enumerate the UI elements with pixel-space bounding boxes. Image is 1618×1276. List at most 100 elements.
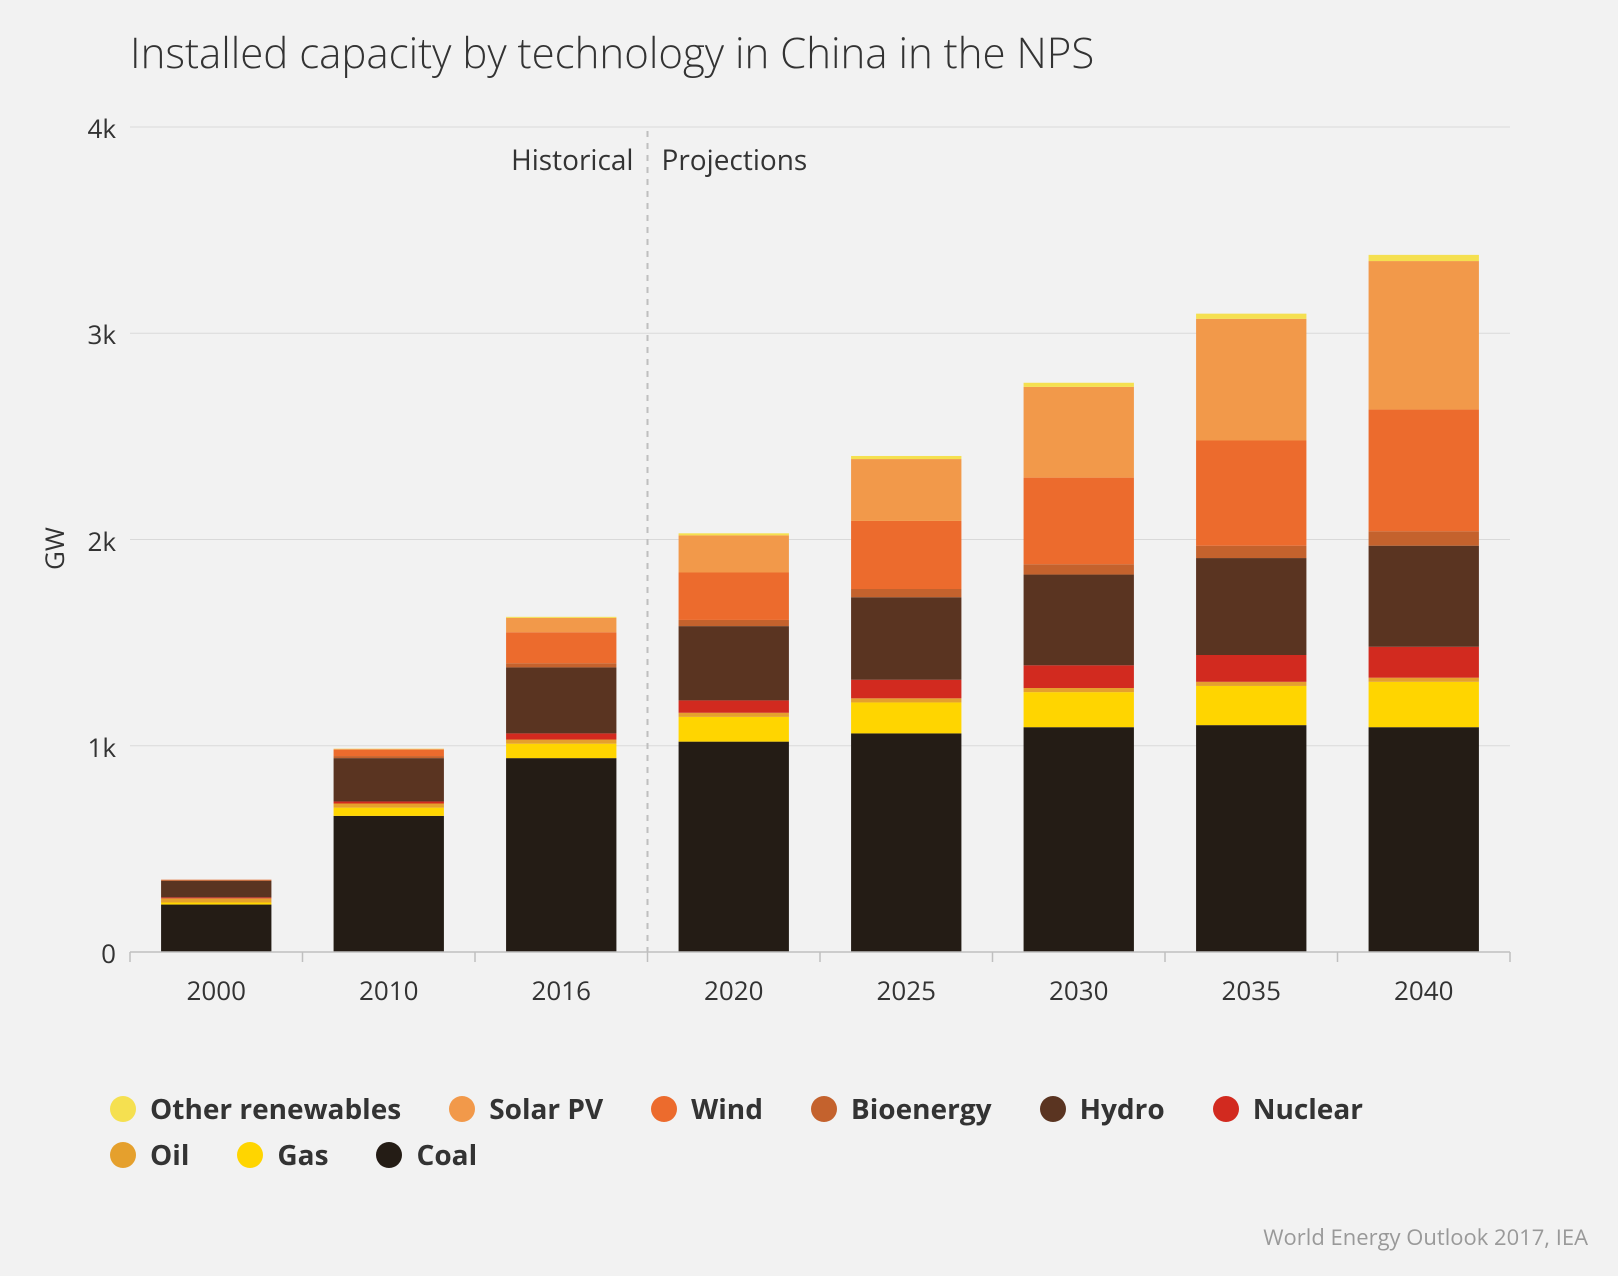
bar-segment-gas — [679, 717, 789, 742]
bar-segment-oil — [506, 740, 616, 744]
chart-plot-area — [130, 127, 1510, 952]
bar-segment-wind — [334, 750, 444, 756]
source-attribution: World Energy Outlook 2017, IEA — [1263, 1222, 1588, 1252]
legend-item-bioenergy: Bioenergy — [811, 1090, 992, 1128]
legend-label: Wind — [691, 1090, 763, 1128]
legend-swatch — [237, 1142, 263, 1168]
bar-segment-hydro — [506, 667, 616, 733]
chart-title: Installed capacity by technology in Chin… — [130, 24, 1094, 81]
legend-item-other_renewables: Other renewables — [110, 1090, 401, 1128]
y-axis-label: GW — [36, 527, 72, 570]
bar-segment-bioenergy — [1369, 531, 1479, 545]
bar-segment-nuclear — [1024, 665, 1134, 688]
bar-segment-gas — [1196, 686, 1306, 725]
bar-segment-oil — [334, 804, 444, 808]
legend-label: Other renewables — [150, 1090, 401, 1128]
bar-segment-oil — [1369, 678, 1479, 682]
bar-segment-oil — [679, 713, 789, 717]
bar-segment-nuclear — [161, 897, 271, 898]
bar-segment-gas — [161, 903, 271, 905]
y-tick-label: 3k — [87, 316, 116, 352]
bar-segment-wind — [1196, 441, 1306, 546]
y-tick-label: 4k — [87, 110, 116, 146]
bar-segment-hydro — [1024, 575, 1134, 666]
legend-item-wind: Wind — [651, 1090, 763, 1128]
x-tick-label: 2025 — [846, 972, 966, 1008]
bar-segment-oil — [1196, 682, 1306, 686]
bar-segment-bioenergy — [334, 756, 444, 758]
y-tick-label: 2k — [87, 523, 116, 559]
bar-segment-coal — [679, 742, 789, 952]
bar-segment-nuclear — [851, 680, 961, 699]
bar-segment-coal — [1024, 727, 1134, 952]
legend-swatch — [1040, 1096, 1066, 1122]
bar-segment-coal — [1196, 725, 1306, 952]
legend-swatch — [1213, 1096, 1239, 1122]
bar-segment-solar_pv — [1024, 387, 1134, 478]
bar-segment-nuclear — [1369, 647, 1479, 678]
bar-segment-bioenergy — [506, 663, 616, 667]
bar-segment-other_renewables — [851, 456, 961, 459]
bar-segment-gas — [1024, 692, 1134, 727]
x-tick-label: 2030 — [1019, 972, 1139, 1008]
legend-item-gas: Gas — [237, 1136, 328, 1174]
bar-segment-coal — [506, 758, 616, 952]
bar-segment-other_renewables — [679, 533, 789, 535]
legend-item-solar_pv: Solar PV — [449, 1090, 603, 1128]
x-tick-label: 2016 — [501, 972, 621, 1008]
bar-segment-wind — [1024, 478, 1134, 565]
bar-segment-hydro — [679, 626, 789, 700]
bar-segment-nuclear — [334, 801, 444, 803]
legend-swatch — [376, 1142, 402, 1168]
legend-label: Oil — [150, 1136, 189, 1174]
bar-segment-wind — [851, 521, 961, 589]
bar-segment-other_renewables — [1024, 383, 1134, 387]
legend-item-oil: Oil — [110, 1136, 189, 1174]
bar-segment-nuclear — [506, 733, 616, 739]
bar-segment-wind — [1369, 410, 1479, 532]
bar-segment-hydro — [161, 881, 271, 898]
legend-label: Solar PV — [489, 1090, 603, 1128]
bar-segment-bioenergy — [679, 620, 789, 626]
bar-segment-hydro — [851, 597, 961, 680]
bar-segment-coal — [1369, 727, 1479, 952]
bar-segment-gas — [851, 702, 961, 733]
x-tick-label: 2020 — [674, 972, 794, 1008]
bar-segment-coal — [851, 733, 961, 952]
legend-swatch — [110, 1142, 136, 1168]
bar-segment-solar_pv — [506, 618, 616, 632]
bar-segment-other_renewables — [1196, 314, 1306, 319]
legend-label: Bioenergy — [851, 1090, 992, 1128]
legend-swatch — [110, 1096, 136, 1122]
x-tick-label: 2040 — [1364, 972, 1484, 1008]
bar-segment-oil — [1024, 688, 1134, 692]
bar-segment-gas — [506, 744, 616, 758]
bar-segment-nuclear — [1196, 655, 1306, 682]
bar-segment-hydro — [334, 758, 444, 801]
bar-segment-bioenergy — [1196, 546, 1306, 558]
projections-section-label: Projections — [662, 141, 808, 179]
bar-segment-solar_pv — [1196, 319, 1306, 441]
bar-segment-oil — [851, 698, 961, 702]
legend-label: Coal — [416, 1136, 477, 1174]
bar-segment-solar_pv — [851, 459, 961, 521]
legend-item-hydro: Hydro — [1040, 1090, 1165, 1128]
bar-segment-wind — [679, 573, 789, 620]
bar-segment-gas — [334, 808, 444, 816]
bar-segment-bioenergy — [161, 880, 271, 881]
bar-segment-hydro — [1369, 546, 1479, 647]
legend-label: Nuclear — [1253, 1090, 1363, 1128]
bar-segment-other_renewables — [1369, 255, 1479, 261]
x-tick-label: 2035 — [1191, 972, 1311, 1008]
bar-segment-oil — [161, 898, 271, 902]
bar-segment-other_renewables — [506, 617, 616, 618]
bar-segment-coal — [334, 816, 444, 952]
legend-swatch — [651, 1096, 677, 1122]
historical-section-label: Historical — [511, 141, 633, 179]
x-tick-label: 2000 — [156, 972, 276, 1008]
bar-segment-bioenergy — [1024, 564, 1134, 574]
legend-swatch — [811, 1096, 837, 1122]
bar-segment-solar_pv — [1369, 261, 1479, 410]
bar-segment-wind — [506, 632, 616, 663]
bar-segment-gas — [1369, 682, 1479, 727]
